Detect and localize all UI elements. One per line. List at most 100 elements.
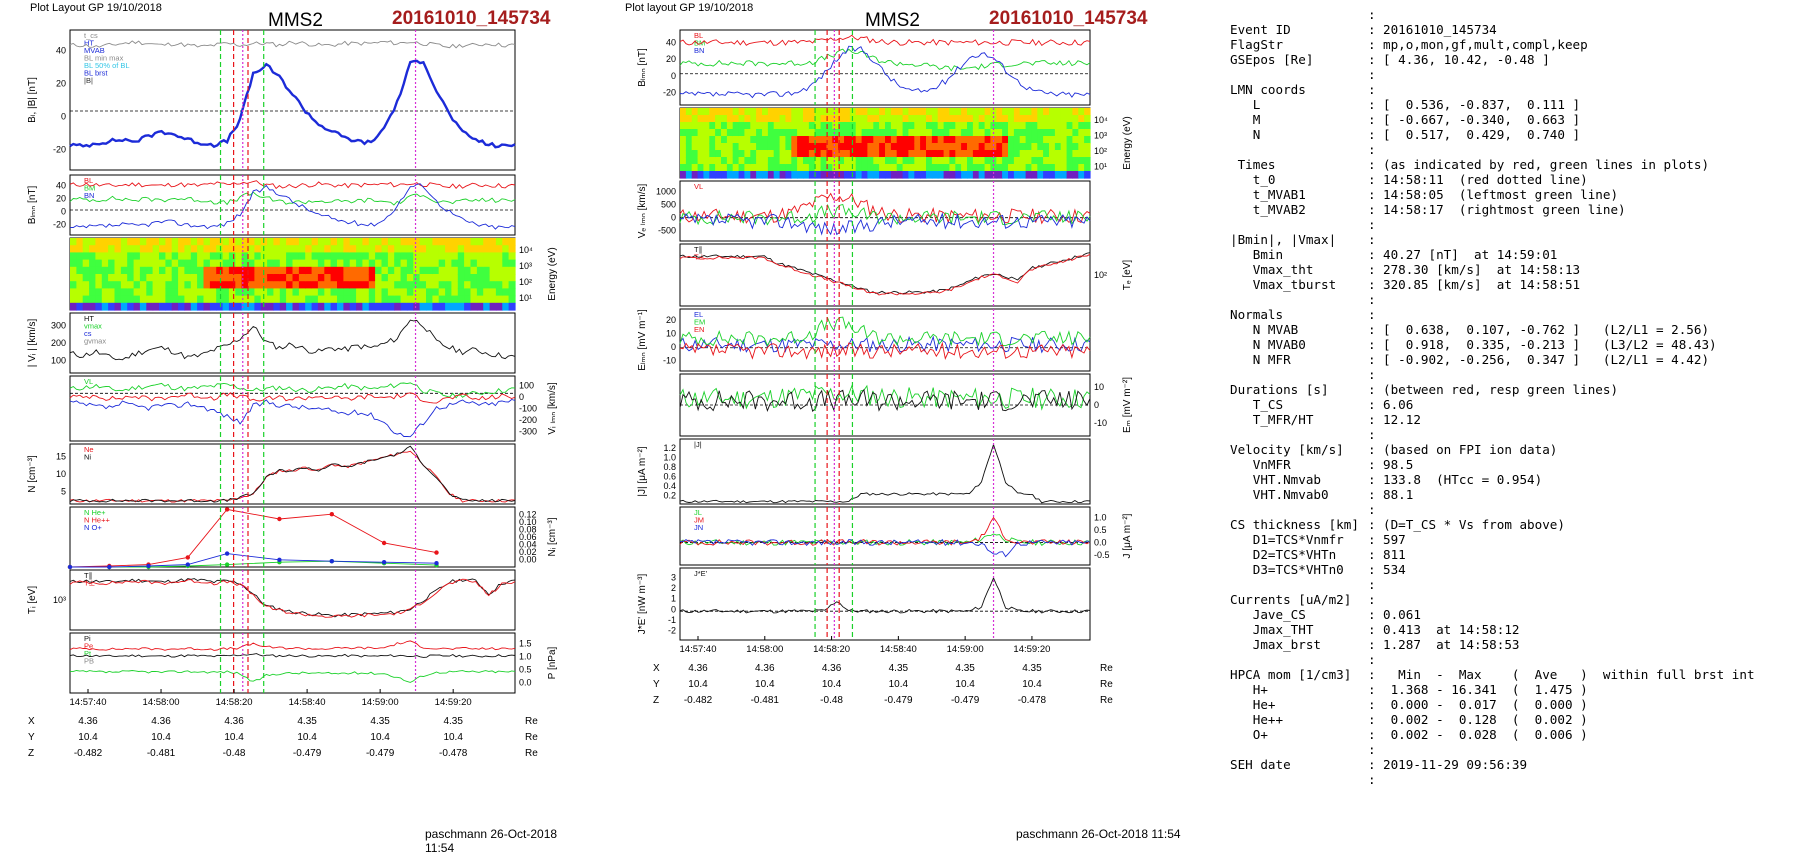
spectrogram-cell [70, 238, 77, 246]
spectrogram-cell [1049, 122, 1056, 130]
spectrogram-cell [767, 171, 775, 179]
spectrogram-cell [744, 108, 751, 116]
x-tick-label: 14:57:40 [70, 697, 107, 708]
summary-row: SEH date:2019-11-29 09:56:39 [1218, 757, 1800, 772]
event-summary-panel: : Event ID:20161010_145734 FlagStr: mp,o,mo… [1218, 7, 1800, 787]
spectrogram-cell [146, 252, 154, 261]
spectrogram-cell [464, 259, 472, 268]
spectrogram-cell [896, 129, 904, 137]
spectrogram-cell [286, 252, 294, 261]
spectrogram-cell [470, 266, 478, 275]
spectrogram-cell [387, 252, 395, 261]
spectrogram-cell [419, 281, 427, 289]
spectrogram-cell [1025, 157, 1033, 165]
spectrogram-cell [990, 115, 997, 123]
spectrogram-cell [756, 129, 763, 137]
spectrogram-cell [1049, 136, 1056, 144]
spectrogram-cell [867, 108, 874, 116]
spectrogram-cell [165, 274, 173, 282]
spectrogram-cell [902, 136, 910, 144]
spectrogram-cell [343, 281, 351, 289]
spectrogram-cell [779, 122, 787, 130]
spectrogram-cell [1031, 115, 1038, 123]
series-em [679, 316, 1091, 347]
summary-colon: : [1368, 397, 1376, 412]
spectrogram-cell [955, 108, 962, 116]
spectrogram-cell [362, 266, 370, 275]
spectrogram-cell [178, 252, 186, 261]
spectrogram-cell [387, 245, 395, 253]
legend-entry: MVAB [84, 46, 105, 55]
spectrogram-cell [375, 302, 383, 311]
spectrogram-cell [248, 238, 255, 246]
summary-value: 1.287 at 14:58:53 [1383, 637, 1520, 652]
spectrogram-cell [896, 115, 904, 123]
spectrogram-cell [697, 157, 705, 165]
spectrogram-cell [1013, 108, 1021, 116]
spectrogram-cell [470, 259, 478, 268]
spectrogram-cell [222, 259, 230, 268]
spectrogram-cell [457, 274, 465, 282]
spectrogram-cell [1054, 143, 1062, 151]
ephemeris-value: 4.36 [822, 663, 842, 674]
spectrogram-cell [1019, 164, 1027, 172]
spectrogram-cell [248, 252, 255, 261]
spectrogram-cell [241, 266, 249, 275]
spectrogram-cell [413, 245, 421, 253]
spectrogram-cell [337, 252, 344, 261]
spectrogram-cell [508, 238, 516, 246]
spectrogram-cell [489, 259, 497, 268]
summary-row: T_CS:6.06 [1218, 397, 1800, 412]
spectrogram-cell [406, 238, 414, 246]
spacecraft-title: MMS2 [268, 10, 323, 31]
spectrogram-cell [949, 136, 956, 144]
spectrogram-cell [292, 266, 300, 275]
summary-row: LMN coords: [1218, 82, 1800, 97]
spectrogram-cell [814, 143, 822, 151]
summary-value: 0.000 - 0.017 ( 0.000 ) [1383, 697, 1588, 712]
spectrogram-cell [1066, 108, 1074, 116]
spectrogram-cell [738, 164, 746, 172]
legend-entry: VL [84, 377, 93, 386]
spectrogram-cell [426, 266, 433, 275]
summary-colon: : [1368, 442, 1376, 457]
spectrogram-cell [349, 288, 357, 297]
spectrogram-cell [216, 259, 224, 268]
spectrogram-cell [101, 274, 109, 282]
spectrogram-cell [890, 171, 898, 179]
spectrogram-cell [779, 115, 787, 123]
spectrogram-cell [949, 150, 956, 158]
spectrogram-cell [76, 238, 84, 246]
spectrogram-cell [146, 288, 154, 297]
spectrogram-cell [814, 164, 822, 172]
data-point [224, 507, 230, 512]
ephemeris-value: -0.479 [293, 748, 322, 759]
summary-colon: : [1368, 262, 1376, 277]
spectrogram-cell [330, 274, 338, 282]
spectrogram-cell [324, 259, 332, 268]
spectrogram-cell [691, 115, 699, 123]
spectrogram-cell [797, 171, 804, 179]
y-tick-label: 0.12 [519, 510, 537, 520]
spectrogram-cell [943, 157, 951, 165]
y-tick-label: -20 [53, 145, 66, 155]
spectrogram-cell [797, 129, 804, 137]
y-tick-label: 0.0 [519, 678, 532, 688]
spectrogram-cell [767, 108, 775, 116]
spectrogram-cell [803, 108, 810, 116]
spectrogram-cell [502, 252, 510, 261]
ephemeris-value: 4.36 [755, 663, 775, 674]
spectrogram-cell [955, 171, 962, 179]
spectrogram-cell [715, 143, 722, 151]
spectrogram-cell [908, 122, 915, 130]
spectrogram-cell [438, 295, 446, 304]
spectrogram-cell [82, 259, 90, 268]
spectrogram-cell [920, 164, 927, 172]
spectrogram-cell [855, 129, 863, 137]
summary-row: t_MVAB1:14:58:05 (leftmost green line) [1218, 187, 1800, 202]
spectrogram-cell [305, 281, 313, 289]
spectrogram-cell [82, 281, 90, 289]
spectrogram-cell [178, 295, 186, 304]
spectrogram-cell [76, 281, 84, 289]
